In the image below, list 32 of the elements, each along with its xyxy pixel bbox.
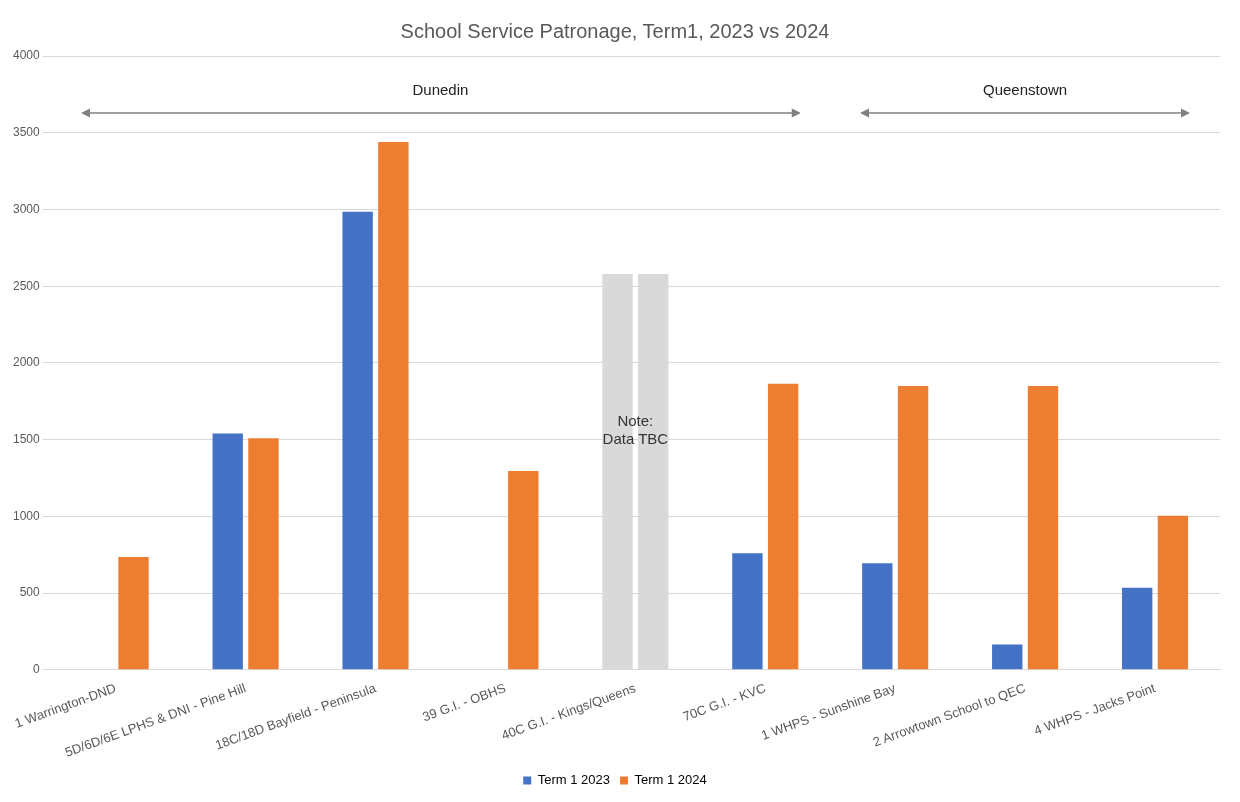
y-tick-label: 4000 — [12, 48, 41, 63]
bar — [1157, 515, 1189, 670]
bar — [767, 383, 799, 670]
bar — [248, 438, 279, 670]
annotation: Note: Data TBC — [602, 411, 669, 447]
y-tick-label: 2000 — [12, 355, 41, 370]
y-tick-label: 500 — [19, 585, 41, 600]
y-tick-label: 3500 — [12, 125, 41, 140]
x-tick-label: 4 WHPS - Jacks Point — [1031, 680, 1158, 739]
bar — [732, 553, 763, 670]
bar — [508, 471, 539, 670]
legend-label: Term 1 2024 — [634, 772, 707, 788]
bar — [212, 433, 243, 670]
y-tick-label: 1500 — [12, 431, 41, 446]
bar — [1121, 587, 1153, 670]
y-tick-label: 3000 — [12, 201, 41, 216]
bar — [992, 644, 1023, 670]
bar — [342, 211, 373, 670]
chart-title: School Service Patronage, Term1, 2023 vs 2024 — [400, 19, 830, 42]
y-tick-label: 1000 — [12, 508, 41, 523]
annotation: Dunedin — [411, 80, 470, 98]
legend-label: Term 1 2023 — [537, 772, 610, 788]
bar — [897, 385, 929, 670]
x-tick-label: 70C G.I. - KVC — [680, 680, 768, 725]
y-tick-label: 0 — [33, 662, 41, 677]
y-tick-label: 2500 — [12, 278, 41, 293]
annotation: Queenstown — [982, 80, 1069, 98]
bar — [1027, 385, 1059, 670]
bar — [118, 557, 149, 670]
x-tick-label: 39 G.I. - OBHS — [420, 680, 508, 725]
bar — [378, 141, 409, 670]
bar — [862, 563, 893, 670]
